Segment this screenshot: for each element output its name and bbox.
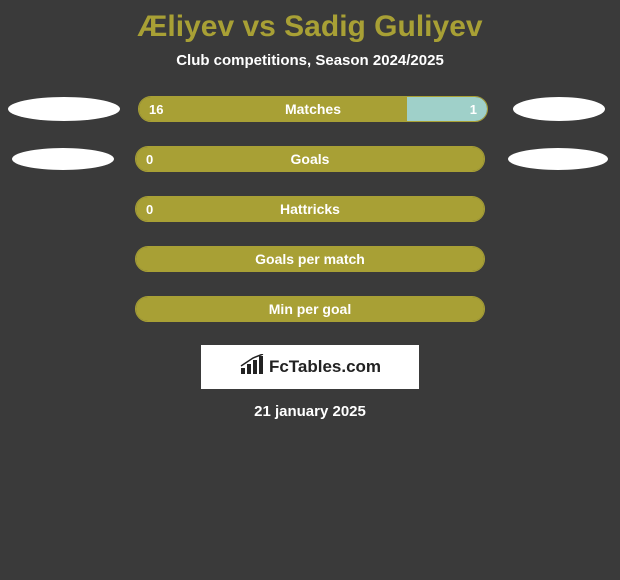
stat-bar: Goals per match (135, 246, 485, 272)
stat-bar: Min per goal (135, 296, 485, 322)
bar-value-left: 0 (146, 147, 153, 171)
stat-row: Hattricks0 (0, 195, 620, 223)
stat-bar: Matches16 1 (138, 96, 488, 122)
bar-label: Goals (136, 147, 484, 171)
stat-row: Goals0 (0, 145, 620, 173)
bar-value-left: 0 (146, 197, 153, 221)
left-ellipse (12, 148, 114, 170)
date-line: 21 january 2025 (0, 403, 620, 420)
bar-value-left: 16 (149, 97, 163, 121)
stat-row: Matches16 1 (0, 95, 620, 123)
right-ellipse (513, 97, 605, 121)
left-ellipse (8, 97, 120, 121)
page-title: Æliyev vs Sadig Guliyev (0, 0, 620, 52)
stat-bar: Hattricks0 (135, 196, 485, 222)
bar-value-right: 1 (470, 97, 477, 121)
bar-label: Matches (139, 97, 487, 121)
stat-row: Min per goal (0, 295, 620, 323)
stat-bar: Goals0 (135, 146, 485, 172)
bar-label: Goals per match (136, 247, 484, 271)
bar-label: Min per goal (136, 297, 484, 321)
stat-row: Goals per match (0, 245, 620, 273)
right-ellipse (508, 148, 608, 170)
chart-bars-icon (239, 354, 265, 381)
stats-container: Matches161Goals0Hattricks0Goals per matc… (0, 95, 620, 323)
subtitle: Club competitions, Season 2024/2025 (0, 52, 620, 95)
logo-box: FcTables.com (201, 345, 419, 389)
logo-text: FcTables.com (269, 357, 381, 377)
bar-label: Hattricks (136, 197, 484, 221)
